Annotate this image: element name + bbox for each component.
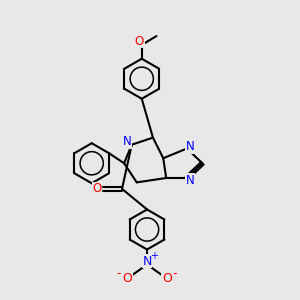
Text: N: N (123, 135, 131, 148)
Text: +: + (149, 251, 158, 261)
Text: O: O (162, 272, 172, 286)
Text: O: O (92, 182, 102, 195)
Text: N: N (186, 140, 195, 153)
Text: N: N (186, 174, 195, 187)
Text: -: - (117, 267, 121, 280)
Text: O: O (135, 34, 144, 48)
Text: N: N (142, 254, 152, 268)
Text: O: O (122, 272, 132, 286)
Text: -: - (173, 267, 177, 280)
